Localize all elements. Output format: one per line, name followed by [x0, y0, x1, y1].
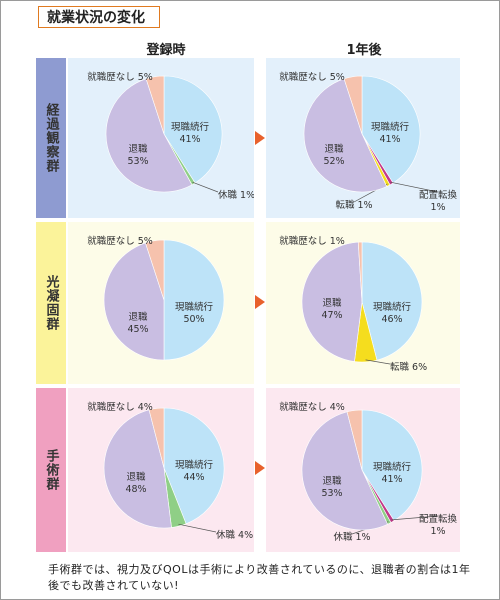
pie-slice-never-employed [145, 239, 165, 301]
arrow-right-icon [255, 461, 265, 475]
column-header-one-year: 1年後 [346, 43, 382, 58]
slice-label-continued: 現職続行 41% [373, 461, 412, 485]
arrow-right-icon [255, 131, 265, 145]
pie-chart: 現職続行 46% 転職 6% 退職 47% 就職歴なし 1% [279, 235, 427, 373]
slice-label-never-employed: 就職歴なし 5% [279, 71, 345, 83]
leader-line [178, 523, 217, 533]
pie-slice-never-employed [357, 241, 363, 303]
group-label-observation: 経過観察群 [36, 58, 66, 218]
footer-note: 手術群では、視力及びQOLは手術により改善されているのに、退職者の割合は1年後で… [48, 563, 471, 592]
slice-label-never-employed: 就職歴なし 4% [279, 401, 345, 413]
slice-label-reassigned: 配置転換 1% [419, 189, 458, 213]
pie-slice-continued [361, 409, 423, 522]
panel-observation-baseline: 現職続行 41% 休職 1% 退職 53% 就職歴なし 5% [68, 58, 254, 218]
slice-label-leave: 休職 4% [216, 529, 253, 541]
arrow-right-icon [255, 295, 265, 309]
pie-slice-continued [163, 75, 223, 184]
slice-label-never-employed: 就職歴なし 4% [87, 401, 153, 413]
pie-slice-never-employed [346, 409, 363, 471]
pie-slice-never-employed [343, 75, 363, 135]
slice-label-leave: 休職 1% [333, 531, 370, 543]
slice-label-retired: 退職 52% [323, 144, 344, 167]
slice-label-job-change: 転職 6% [390, 362, 427, 373]
pie-slice-never-employed [148, 407, 165, 469]
leader-line [192, 181, 219, 193]
group-label-photocoagulation: 光凝固群 [36, 222, 66, 384]
slice-label-reassigned: 配置転換 1% [419, 513, 458, 537]
pie-slice-retired [105, 78, 193, 193]
panel-photocoagulation-one-year: 現職続行 46% 転職 6% 退職 47% 就職歴なし 1% [266, 222, 460, 384]
leader-line [391, 515, 439, 521]
slice-label-never-employed: 就職歴なし 5% [87, 235, 153, 247]
slice-label-continued: 現職続行 41% [171, 121, 210, 145]
pie-slice-retired [301, 411, 388, 531]
slice-label-continued: 現職続行 44% [175, 459, 214, 483]
pie-chart: 現職続行 41% 配置転換 1% 転職 1% 退職 52% 就職歴なし 5% [279, 71, 458, 213]
pie-chart: 現職続行 41% 配置転換 1% 休職 1% 退職 53% 就職歴なし 4% [279, 401, 458, 543]
group-label-surgery: 手術群 [36, 388, 66, 552]
slice-label-never-employed: 就職歴なし 1% [279, 235, 345, 247]
panel-surgery-one-year: 現職続行 41% 配置転換 1% 休職 1% 退職 53% 就職歴なし 4% [266, 388, 460, 552]
leader-line [365, 359, 391, 365]
figure-title: 就業状況の変化 [38, 6, 160, 28]
pie-chart: 現職続行 50% 退職 45% 就職歴なし 5% [87, 235, 225, 361]
slice-label-retired: 退職 47% [321, 298, 342, 321]
slice-label-continued: 現職続行 41% [371, 121, 410, 145]
slice-label-retired: 退職 48% [125, 472, 146, 495]
pie-slice-continued [361, 241, 423, 361]
pie-slice-continued [163, 407, 225, 525]
panel-photocoagulation-baseline: 現職続行 50% 退職 45% 就職歴なし 5% [68, 222, 254, 384]
pie-slice-never-employed [145, 75, 165, 135]
pie-slice-continued [361, 75, 421, 184]
slice-label-continued: 現職続行 46% [373, 301, 412, 325]
pie-slice-retired [103, 409, 172, 529]
slice-label-leave: 休職 1% [218, 189, 254, 201]
slice-label-job-change: 転職 1% [335, 200, 372, 211]
pie-slice-continued [163, 239, 225, 361]
panel-observation-one-year: 現職続行 41% 配置転換 1% 転職 1% 退職 52% 就職歴なし 5% [266, 58, 460, 218]
panel-surgery-baseline: 現職続行 44% 休職 4% 退職 48% 就職歴なし 4% [68, 388, 254, 552]
slice-label-retired: 退職 53% [321, 476, 342, 499]
pie-slice-retired [301, 241, 363, 362]
pie-chart: 現職続行 44% 休職 4% 退職 48% 就職歴なし 4% [87, 401, 253, 541]
pie-chart: 現職続行 41% 休職 1% 退職 53% 就職歴なし 5% [87, 71, 254, 201]
pie-slice-retired [103, 242, 165, 361]
pie-slice-retired [303, 78, 388, 193]
slice-label-continued: 現職続行 50% [175, 301, 214, 325]
leader-line [390, 181, 439, 193]
slice-label-retired: 退職 45% [127, 312, 148, 335]
slice-label-never-employed: 就職歴なし 5% [87, 71, 153, 83]
slice-label-retired: 退職 53% [127, 144, 148, 167]
column-header-baseline: 登録時 [146, 43, 186, 58]
